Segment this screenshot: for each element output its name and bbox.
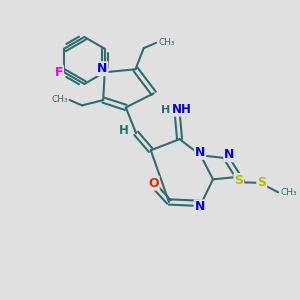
Text: N: N: [195, 200, 205, 213]
Text: CH₃: CH₃: [52, 95, 68, 104]
Text: NH: NH: [172, 103, 191, 116]
Text: CH₃: CH₃: [158, 38, 175, 47]
Text: O: O: [148, 177, 159, 190]
Text: N: N: [224, 148, 235, 161]
Text: S: S: [257, 176, 266, 189]
Text: S: S: [234, 174, 243, 187]
Text: H: H: [119, 124, 129, 137]
Text: F: F: [55, 66, 63, 79]
Text: N: N: [195, 146, 205, 159]
Text: H: H: [161, 105, 171, 115]
Text: CH₃: CH₃: [280, 188, 297, 197]
Text: N: N: [97, 62, 107, 75]
